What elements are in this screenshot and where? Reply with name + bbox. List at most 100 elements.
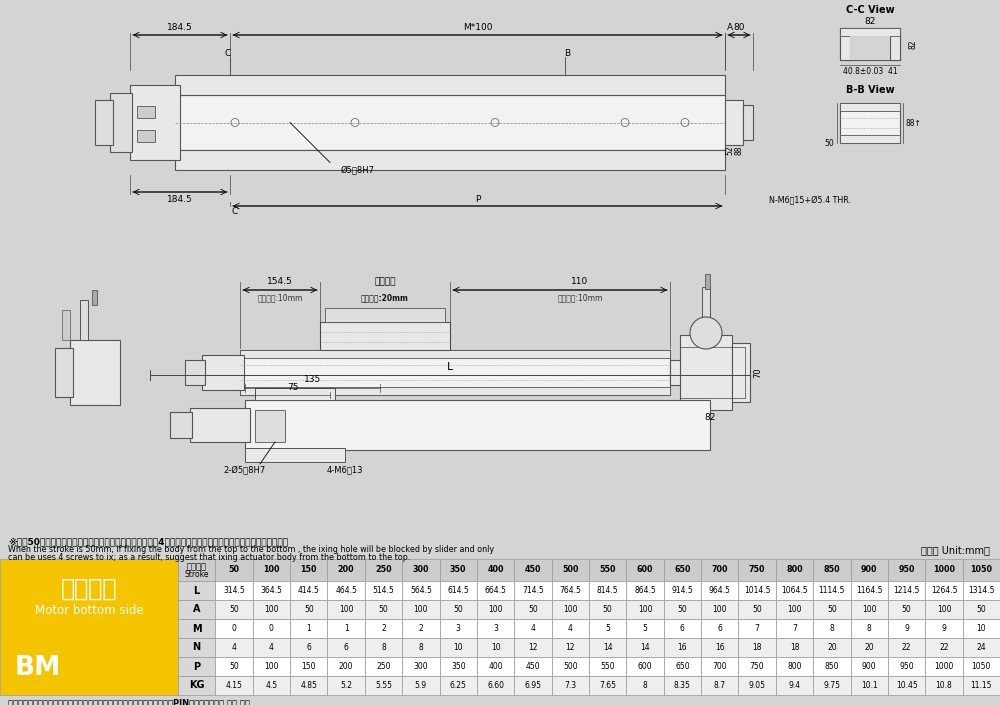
Text: M*100: M*100 xyxy=(463,23,492,32)
Bar xyxy=(552,657,589,676)
Bar xyxy=(253,581,290,600)
Bar xyxy=(589,581,626,600)
Text: When the stroke is 50mm, if fixing the body from the top to the bottom , the ixi: When the stroke is 50mm, if fixing the b… xyxy=(8,546,494,555)
Text: 100: 100 xyxy=(563,605,578,614)
Bar xyxy=(440,581,477,600)
Bar xyxy=(743,105,753,140)
Bar xyxy=(813,676,851,695)
Text: 600: 600 xyxy=(638,662,652,671)
Bar xyxy=(925,581,963,600)
Bar xyxy=(813,600,851,619)
Text: 18: 18 xyxy=(752,643,762,652)
Text: P: P xyxy=(193,661,200,671)
Text: 14: 14 xyxy=(640,643,650,652)
Text: 50: 50 xyxy=(528,605,538,614)
Bar xyxy=(253,619,290,638)
Bar xyxy=(290,676,327,695)
Text: 4: 4 xyxy=(531,624,535,633)
Bar xyxy=(215,559,253,581)
Bar xyxy=(178,657,215,676)
Text: 9.75: 9.75 xyxy=(823,681,840,690)
Bar xyxy=(327,581,365,600)
Bar xyxy=(202,355,244,390)
Text: 6.25: 6.25 xyxy=(450,681,467,690)
Text: 9.05: 9.05 xyxy=(749,681,766,690)
Text: 1264.5: 1264.5 xyxy=(931,586,957,595)
Bar xyxy=(701,559,738,581)
Text: （單位 Unit:mm）: （單位 Unit:mm） xyxy=(921,545,990,555)
Text: 50: 50 xyxy=(827,605,837,614)
Bar xyxy=(110,93,132,152)
Text: 10: 10 xyxy=(977,624,986,633)
Bar xyxy=(963,581,1000,600)
Bar xyxy=(888,657,925,676)
Bar xyxy=(888,638,925,657)
Text: 100: 100 xyxy=(414,605,428,614)
Bar xyxy=(92,290,97,305)
Text: 4.85: 4.85 xyxy=(300,681,317,690)
Text: 184.5: 184.5 xyxy=(167,23,193,32)
Bar xyxy=(851,581,888,600)
Bar xyxy=(725,100,743,145)
Text: 70: 70 xyxy=(754,367,763,378)
Text: 3: 3 xyxy=(493,624,498,633)
Text: 14: 14 xyxy=(603,643,612,652)
Bar xyxy=(477,657,514,676)
Text: 914.5: 914.5 xyxy=(672,586,693,595)
Text: 有效行程: 有效行程 xyxy=(374,278,396,286)
Text: 0: 0 xyxy=(269,624,274,633)
Text: 1000: 1000 xyxy=(934,662,954,671)
Text: 1114.5: 1114.5 xyxy=(819,586,845,595)
Bar xyxy=(626,559,664,581)
Bar xyxy=(290,657,327,676)
Text: 82: 82 xyxy=(908,39,917,49)
Bar xyxy=(253,638,290,657)
Text: ＊馬達下折時，若選用刹車馬達，或是超出馬達總長度限制則無法套用標準PIN孔，如有需求請 洽詢 業！: ＊馬達下折時，若選用刹車馬達，或是超出馬達總長度限制則無法套用標準PIN孔，如有… xyxy=(8,699,250,705)
Text: 16: 16 xyxy=(715,643,725,652)
Bar xyxy=(705,274,710,289)
Bar xyxy=(137,106,155,118)
Bar xyxy=(215,619,253,638)
Bar xyxy=(589,638,626,657)
Text: 400: 400 xyxy=(488,662,503,671)
Bar xyxy=(365,619,402,638)
Text: 100: 100 xyxy=(264,662,279,671)
Bar xyxy=(0,559,178,695)
Bar xyxy=(440,657,477,676)
Text: 650: 650 xyxy=(675,662,690,671)
Bar xyxy=(701,619,738,638)
Bar xyxy=(327,657,365,676)
Bar xyxy=(327,559,365,581)
Bar xyxy=(664,619,701,638)
Text: 1050: 1050 xyxy=(970,565,992,575)
Text: 500: 500 xyxy=(563,662,578,671)
Text: 9: 9 xyxy=(904,624,909,633)
Bar xyxy=(215,657,253,676)
Text: 100: 100 xyxy=(339,605,353,614)
Bar xyxy=(626,600,664,619)
Text: 650: 650 xyxy=(674,565,691,575)
Bar xyxy=(670,360,688,385)
Text: 100: 100 xyxy=(787,605,802,614)
Bar xyxy=(840,28,850,60)
Bar xyxy=(402,600,440,619)
Bar xyxy=(477,638,514,657)
Text: 2: 2 xyxy=(418,624,423,633)
Text: 100: 100 xyxy=(488,605,503,614)
Bar xyxy=(963,657,1000,676)
Text: 20: 20 xyxy=(827,643,837,652)
Text: 964.5: 964.5 xyxy=(709,586,731,595)
Text: 900: 900 xyxy=(861,565,877,575)
Bar xyxy=(701,676,738,695)
Bar xyxy=(813,657,851,676)
Text: 50: 50 xyxy=(976,605,986,614)
Text: 1164.5: 1164.5 xyxy=(856,586,882,595)
Bar xyxy=(477,676,514,695)
Text: C-C View: C-C View xyxy=(846,5,894,15)
Bar xyxy=(514,600,552,619)
Text: 0: 0 xyxy=(232,624,236,633)
Bar xyxy=(477,581,514,600)
Bar xyxy=(626,657,664,676)
Bar xyxy=(402,581,440,600)
Text: 有效行程: 有效行程 xyxy=(187,562,207,571)
